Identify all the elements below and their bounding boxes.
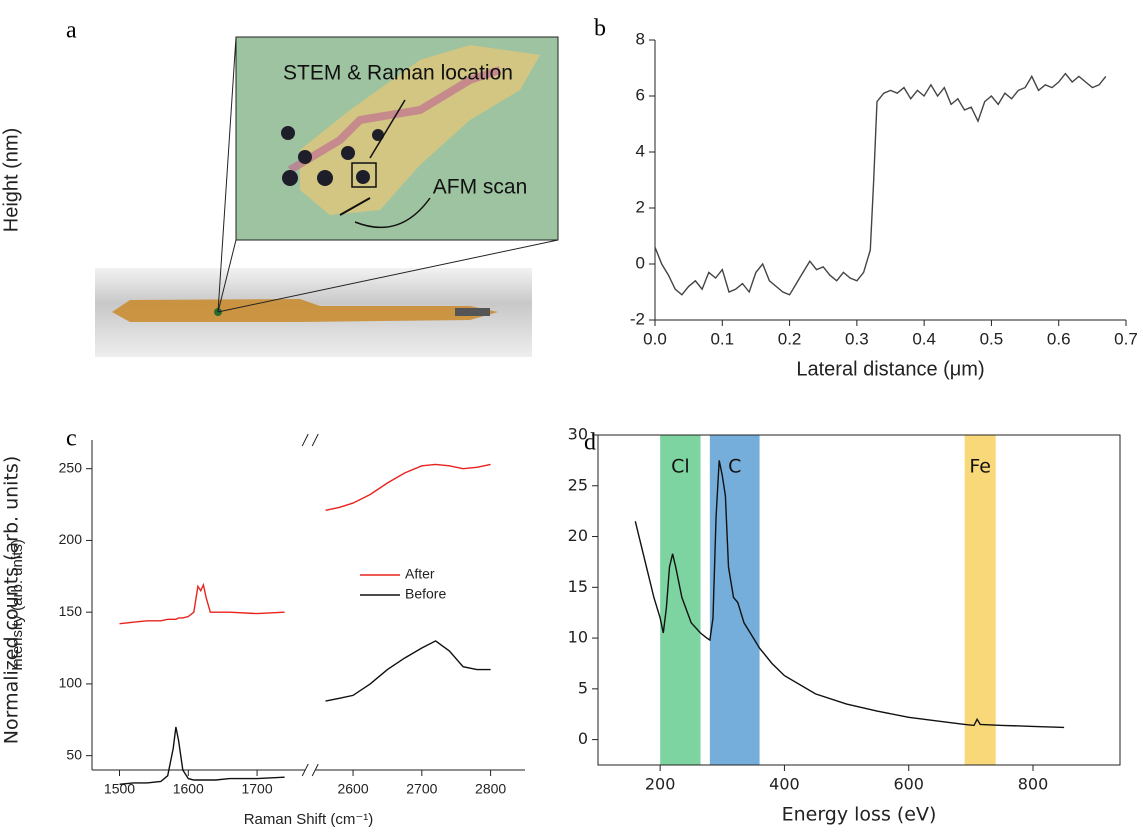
panel-label: b <box>594 16 606 42</box>
chart: d Cl C Fe 200 400 600 800 0 5 10 15 20 25 30 Energy los… <box>1 425 1121 826</box>
band-label: Fe <box>969 456 991 478</box>
chart: c 1500 1600 1700 2600 2700 2800 50 100 150 200 250 R… <box>9 426 525 828</box>
capillary-plug <box>455 308 490 316</box>
y-tick-label: 30 <box>568 425 588 444</box>
fold <box>287 66 502 174</box>
y-tick-label: 4 <box>636 141 645 160</box>
y-tick-label: 15 <box>568 577 588 596</box>
y-axis-label: Intensity (arb. units) <box>9 539 26 671</box>
x-axis-label: Lateral distance (μm) <box>796 358 984 380</box>
x-tick-label: 1700 <box>241 781 272 797</box>
x-tick-label: 2600 <box>337 781 368 797</box>
x-tick-label: 0.7 <box>1114 329 1138 348</box>
y-axis-label: Height (nm) <box>0 128 22 232</box>
series-line <box>119 640 491 785</box>
x-tick-label: 2700 <box>406 781 437 797</box>
series-line <box>634 460 1065 729</box>
axis-break <box>311 763 319 777</box>
x-axis-label: Raman Shift (cm⁻¹) <box>244 811 374 828</box>
band <box>964 435 996 765</box>
arrow <box>369 99 406 159</box>
x-tick-label: 600 <box>893 775 924 794</box>
x-axis-label: Energy loss (eV) <box>782 804 937 826</box>
band-label: C <box>728 456 741 478</box>
x-tick-label: 800 <box>1018 775 1049 794</box>
y-tick-label: 25 <box>568 475 588 494</box>
y-tick-label: 5 <box>578 678 588 697</box>
y-tick-label: 6 <box>636 85 645 104</box>
band <box>660 435 701 765</box>
y-tick-label: 250 <box>59 459 83 475</box>
capillary-fill <box>112 299 498 322</box>
panel-a: a STEM & Raman location AFM scan <box>66 18 559 357</box>
x-tick-label: 0.5 <box>980 329 1004 348</box>
zoom-line <box>217 239 559 313</box>
location-box <box>351 162 377 188</box>
x-tick-label: 0.1 <box>710 329 734 348</box>
axis-break <box>301 433 309 447</box>
axis-break <box>301 763 309 777</box>
y-tick-label: 0 <box>636 253 645 272</box>
band-label: Cl <box>671 456 690 478</box>
y-tick-label: 0 <box>578 729 588 748</box>
x-tick-label: 1600 <box>173 781 204 797</box>
y-tick-label: 20 <box>568 526 588 545</box>
x-tick-label: 0.3 <box>845 329 869 348</box>
holes <box>281 126 384 186</box>
y-tick-label: 150 <box>59 603 83 619</box>
x-tick-label: 2800 <box>475 781 506 797</box>
panel-label: c <box>66 426 77 452</box>
y-axis-label: Normalized counts (arb. units) <box>1 456 23 744</box>
scan-line <box>339 197 371 216</box>
y-tick-label: 200 <box>59 531 83 547</box>
legend-label: After <box>405 566 435 582</box>
y-tick-label: -2 <box>630 309 645 328</box>
series-line <box>654 72 1107 296</box>
y-tick-label: 10 <box>568 628 588 647</box>
plot-frame <box>597 434 1121 766</box>
y-tick-label: 100 <box>59 675 83 691</box>
axis-break <box>311 433 319 447</box>
panel-label: d <box>584 430 596 456</box>
x-tick-label: 1500 <box>104 781 135 797</box>
annotation: STEM & Raman location <box>283 62 513 85</box>
x-tick-label: 0.0 <box>643 329 667 348</box>
zoom-line <box>217 36 237 313</box>
x-tick-label: 400 <box>769 775 800 794</box>
x-tick-label: 0.2 <box>778 329 802 348</box>
zoom-line <box>217 239 237 313</box>
x-tick-label: 200 <box>645 775 676 794</box>
legend-label: Before <box>405 586 446 602</box>
x-tick-label: 0.6 <box>1047 329 1071 348</box>
y-tick-label: 8 <box>636 29 645 48</box>
y-tick-label: 50 <box>66 746 82 762</box>
x-tick-label: 0.4 <box>912 329 936 348</box>
series-line <box>119 463 491 625</box>
arrow <box>354 197 431 229</box>
y-tick-label: 2 <box>636 197 645 216</box>
panel-label: a <box>66 18 77 44</box>
chart: b 0.0 0.1 0.2 0.3 0.4 0.5 0.6 0.7 -2 0 2 4 6 8 Lateral … <box>0 16 1138 381</box>
annotation: AFM scan <box>433 176 528 199</box>
